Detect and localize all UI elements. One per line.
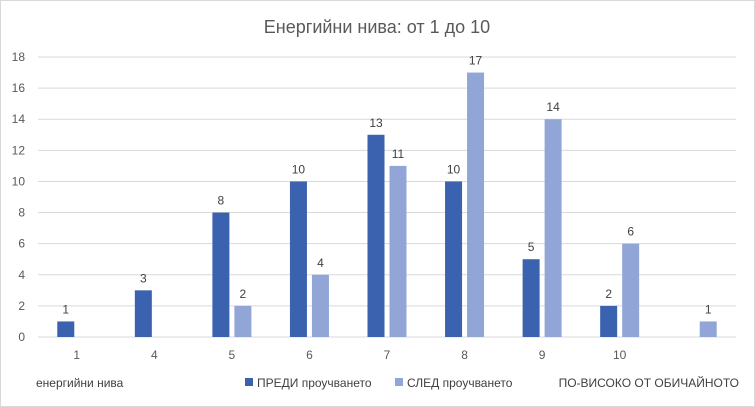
y-tick-label: 16 [12,81,26,95]
bar-after [311,274,329,337]
data-label: 8 [218,194,225,208]
x-tick-label: 8 [461,348,468,362]
legend: ПРЕДИ проучването СЛЕД проучването [245,376,513,390]
y-tick-label: 4 [18,268,25,282]
y-tick-label: 8 [18,206,25,220]
x-tick-label: 5 [229,348,236,362]
y-tick-label: 18 [12,50,26,64]
x-tick-label: ПО-ВИСОКО ОТ ОБИЧАЙНОТО [559,375,739,390]
x-axis-label: енергийни нива [36,376,124,390]
x-tick-label: 4 [151,348,158,362]
data-label: 10 [447,162,461,176]
data-label: 2 [240,287,247,301]
x-tick-label: 10 [613,348,627,362]
bar-before [212,212,230,337]
data-label: 11 [392,147,405,161]
y-tick-label: 10 [12,174,26,188]
y-tick-label: 6 [18,237,25,251]
bar-after [699,321,717,337]
data-label: 1 [62,302,69,316]
bar-after [389,165,407,337]
legend-swatch [245,378,253,386]
data-label: 1 [705,302,712,316]
data-label: 2 [605,287,612,301]
bar-before [445,181,463,337]
legend-entry: СЛЕД проучването [407,376,513,390]
x-tick-label: 7 [384,348,391,362]
y-axis-ticks: 0 2 4 6 8 10 12 14 16 18 [12,50,26,344]
x-tick-label: 1 [73,348,80,362]
legend-entry: ПРЕДИ проучването [257,376,372,390]
bar-after [544,119,562,337]
data-label: 10 [292,162,306,176]
bar-before [522,259,540,337]
bar-after [234,305,252,337]
data-label: 14 [546,100,560,114]
legend-swatch [395,378,403,386]
chart-title: Енергийни нива: от 1 до 10 [264,17,490,37]
y-tick-label: 14 [12,112,26,126]
data-label: 3 [140,271,147,285]
bar-after [467,72,485,338]
x-tick-label: 9 [539,348,546,362]
x-tick-label: 6 [306,348,313,362]
data-label: 13 [369,116,383,130]
bar-before [289,181,307,337]
bar-after [622,243,640,337]
data-label: 17 [469,54,483,68]
data-label: 6 [627,225,634,239]
y-tick-label: 0 [18,330,25,344]
x-axis-ticks: 1 4 5 6 7 8 9 10 ПО-ВИСОКО ОТ ОБИЧАЙНОТО [73,348,739,390]
gridlines [38,56,736,338]
data-label: 5 [528,240,535,254]
y-tick-label: 2 [18,299,25,313]
bar-before [367,134,385,337]
data-label: 4 [317,256,324,270]
bar-before [134,290,152,337]
bar-before [600,305,618,337]
y-tick-label: 12 [12,143,26,157]
bar-before [57,321,75,337]
